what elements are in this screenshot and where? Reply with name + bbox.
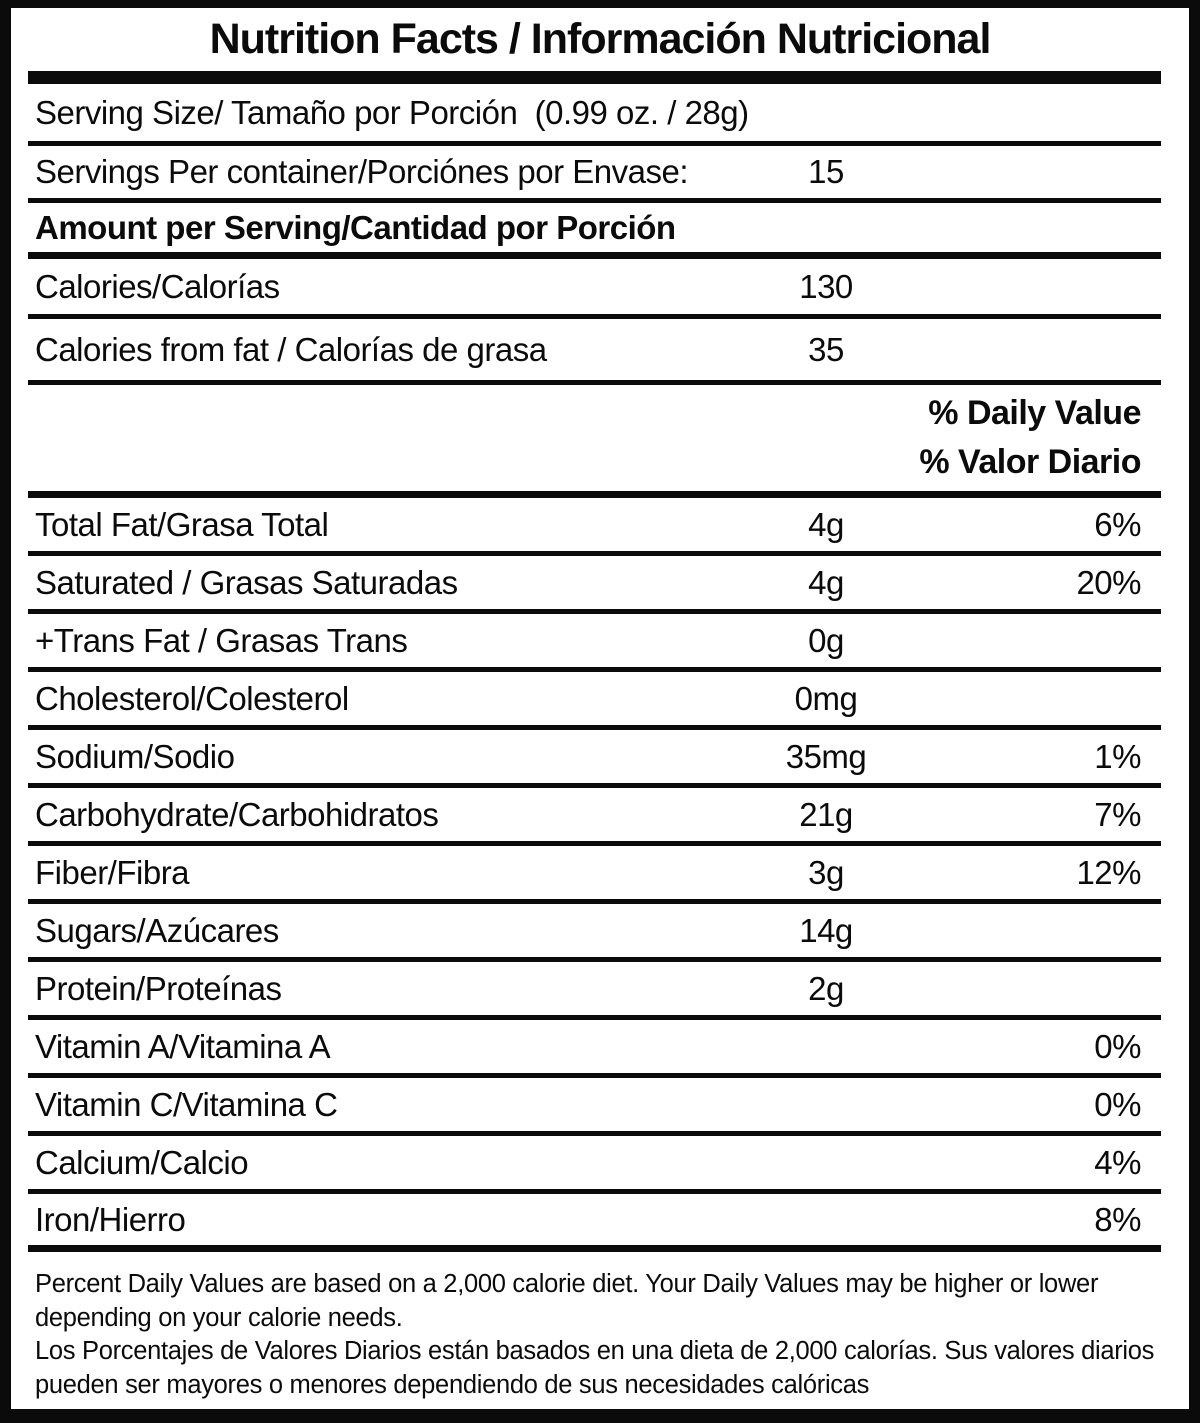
vitamin-label: Vitamin C/Vitamina C bbox=[35, 1085, 338, 1123]
nutrient-amount: 2g bbox=[808, 969, 844, 1007]
servings-per-container-row: Servings Per container/Porciónes por Env… bbox=[28, 146, 1161, 203]
vitamin-dv: 0% bbox=[1094, 1027, 1141, 1065]
nutrient-row-fiber: Fiber/Fibra 3g 12% bbox=[28, 846, 1161, 904]
serving-size-row: Serving Size/ Tamaño por Porción (0.99 o… bbox=[28, 84, 1161, 146]
nutrient-amount: 4g bbox=[808, 563, 844, 601]
nutrient-label: Carbohydrate/Carbohidratos bbox=[35, 795, 439, 833]
calories-from-fat-label: Calories from fat / Calorías de grasa bbox=[35, 330, 547, 368]
calories-row: Calories/Calorías 130 bbox=[28, 259, 1161, 319]
vitamin-label: Iron/Hierro bbox=[35, 1200, 186, 1238]
nutrient-row-total-fat: Total Fat/Grasa Total 4g 6% bbox=[28, 498, 1161, 556]
nutrient-dv: 6% bbox=[1094, 505, 1141, 543]
amount-per-serving-text: Amount per Serving/Cantidad por Porción bbox=[35, 208, 676, 246]
calories-from-fat-row: Calories from fat / Calorías de grasa 35 bbox=[28, 319, 1161, 385]
nutrient-label: Sodium/Sodio bbox=[35, 737, 235, 775]
nutrient-label: +Trans Fat / Grasas Trans bbox=[35, 621, 408, 659]
nutrient-amount: 0mg bbox=[794, 679, 858, 717]
calories-from-fat-amount: 35 bbox=[808, 330, 844, 368]
footnote: Percent Daily Values are based on a 2,00… bbox=[11, 1252, 1189, 1409]
nutrient-row-cholesterol: Cholesterol/Colesterol 0mg bbox=[28, 672, 1161, 730]
nutrient-dv: 20% bbox=[1076, 563, 1141, 601]
nutrient-label: Sugars/Azúcares bbox=[35, 911, 279, 949]
nutrient-amount: 4g bbox=[808, 505, 844, 543]
nutrient-row-trans-fat: +Trans Fat / Grasas Trans 0g bbox=[28, 614, 1161, 672]
servings-per-container-label: Servings Per container/Porciónes por Env… bbox=[35, 153, 689, 190]
nutrient-label: Fiber/Fibra bbox=[35, 853, 190, 891]
vitamin-label: Vitamin A/Vitamina A bbox=[35, 1027, 331, 1065]
daily-value-header-es: % Valor Diario bbox=[919, 442, 1141, 481]
vitamin-dv: 8% bbox=[1094, 1200, 1141, 1238]
nutrient-label: Protein/Proteínas bbox=[35, 969, 282, 1007]
nutrient-amount: 0g bbox=[808, 621, 844, 659]
nutrient-label: Total Fat/Grasa Total bbox=[35, 505, 329, 543]
servings-per-container-value: 15 bbox=[808, 153, 844, 190]
nutrient-amount: 14g bbox=[799, 911, 853, 949]
calories-amount: 130 bbox=[799, 267, 853, 305]
nutrient-row-protein: Protein/Proteínas 2g bbox=[28, 962, 1161, 1020]
nutrient-dv: 1% bbox=[1094, 737, 1141, 775]
amount-per-serving-row: Amount per Serving/Cantidad por Porción bbox=[28, 203, 1161, 259]
vitamin-row-iron: Iron/Hierro 8% bbox=[28, 1194, 1161, 1252]
nutrient-amount: 3g bbox=[808, 853, 844, 891]
footnote-spanish: Los Porcentajes de Valores Diarios están… bbox=[35, 1337, 1155, 1399]
vitamin-row-vitamin-a: Vitamin A/Vitamina A 0% bbox=[28, 1020, 1161, 1078]
vitamin-dv: 4% bbox=[1094, 1143, 1141, 1181]
nutrient-row-sodium: Sodium/Sodio 35mg 1% bbox=[28, 730, 1161, 788]
nutrient-label: Saturated / Grasas Saturadas bbox=[35, 563, 458, 601]
vitamin-row-vitamin-c: Vitamin C/Vitamina C 0% bbox=[28, 1078, 1161, 1136]
daily-value-header: % Daily Value % Valor Diario bbox=[28, 385, 1161, 498]
title-separator-bar bbox=[28, 71, 1161, 84]
nutrient-dv: 7% bbox=[1094, 795, 1141, 833]
vitamin-row-calcium: Calcium/Calcio 4% bbox=[28, 1136, 1161, 1194]
nutrient-dv: 12% bbox=[1076, 853, 1141, 891]
nutrient-amount: 21g bbox=[799, 795, 853, 833]
label-title: Nutrition Facts / Información Nutriciona… bbox=[209, 15, 992, 63]
nutrient-row-sugars: Sugars/Azúcares 14g bbox=[28, 904, 1161, 962]
nutrient-amount: 35mg bbox=[785, 737, 867, 775]
vitamin-label: Calcium/Calcio bbox=[35, 1143, 249, 1181]
serving-size-text: Serving Size/ Tamaño por Porción (0.99 o… bbox=[35, 93, 749, 131]
calories-label: Calories/Calorías bbox=[35, 267, 280, 305]
vitamin-dv: 0% bbox=[1094, 1085, 1141, 1123]
nutrient-row-carbohydrate: Carbohydrate/Carbohidratos 21g 7% bbox=[28, 788, 1161, 846]
nutrient-label: Cholesterol/Colesterol bbox=[35, 679, 349, 717]
daily-value-header-en: % Daily Value bbox=[928, 394, 1141, 433]
nutrient-row-saturated-fat: Saturated / Grasas Saturadas 4g 20% bbox=[28, 556, 1161, 614]
footnote-english: Percent Daily Values are based on a 2,00… bbox=[35, 1270, 1099, 1332]
